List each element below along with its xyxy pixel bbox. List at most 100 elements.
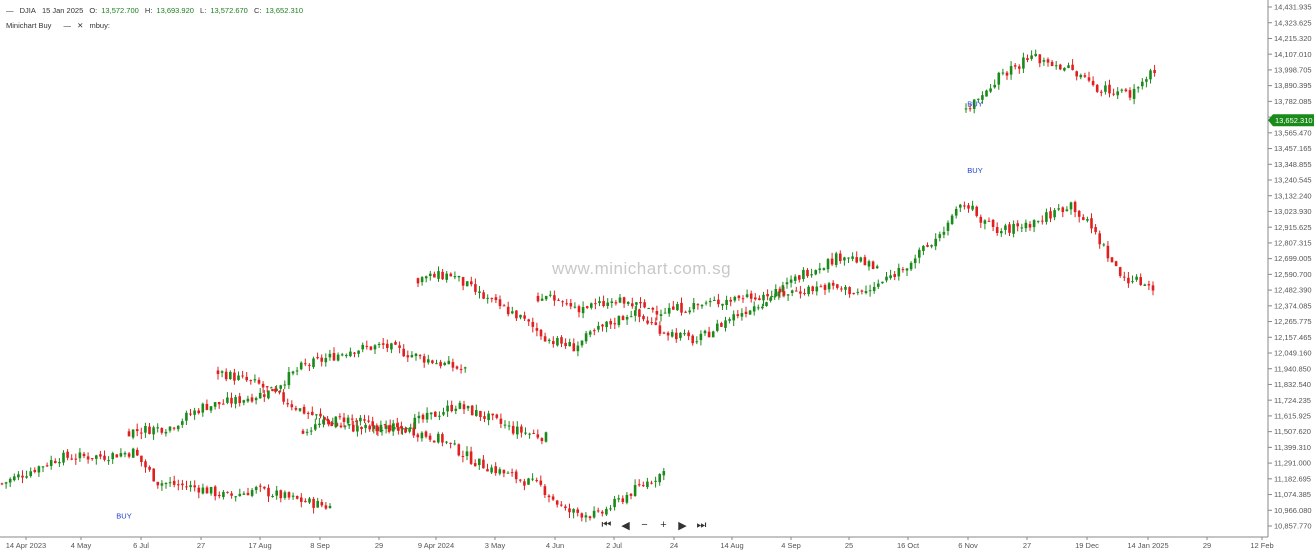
candle-body	[964, 108, 968, 110]
candle-body	[164, 431, 168, 434]
candle-body	[733, 296, 737, 301]
candle-body	[237, 375, 240, 380]
candle-body	[274, 388, 277, 392]
candle-body	[320, 357, 323, 362]
x-tick-label: 16 Oct	[897, 541, 920, 550]
candle-body	[402, 348, 405, 357]
candle-body	[1077, 210, 1081, 217]
candle-body	[588, 331, 592, 335]
candle-body	[127, 453, 131, 457]
candle-body	[605, 508, 608, 515]
candle-body	[877, 283, 880, 287]
candle-body	[254, 487, 258, 491]
buy-signal-label: BUY	[967, 166, 982, 175]
low-value: 13,572.670	[210, 6, 248, 15]
candle-body	[655, 310, 659, 315]
candle-body	[535, 328, 539, 331]
candle-body	[819, 286, 823, 288]
candle-body	[140, 455, 143, 463]
candle-body	[510, 472, 514, 474]
y-tick-label: 14,215.320	[1274, 34, 1312, 43]
prev-icon[interactable]: ◀	[621, 520, 630, 532]
candle-body	[506, 306, 510, 315]
close-icon[interactable]: ✕	[77, 21, 84, 30]
y-tick-label: 11,832.540	[1274, 380, 1311, 389]
candle-body	[610, 301, 614, 303]
candle-body	[885, 276, 888, 281]
candle-body	[447, 360, 451, 365]
candle-body	[314, 424, 317, 430]
x-tick-label: 8 Sep	[310, 541, 330, 550]
candle-body	[930, 245, 933, 247]
candle-body	[761, 306, 764, 309]
y-tick-label: 10,857.770	[1274, 522, 1312, 531]
y-tick-label: 13,240.545	[1274, 176, 1312, 185]
candle-body	[848, 287, 851, 295]
candle-body	[103, 455, 106, 460]
last-icon[interactable]: ⏭	[696, 519, 707, 531]
candle-body	[625, 494, 629, 503]
candle-body	[893, 274, 896, 277]
candle-body	[1053, 210, 1056, 218]
candle-body	[642, 316, 645, 320]
zoom-out-icon[interactable]: −	[641, 519, 648, 531]
candle-body	[985, 90, 988, 97]
first-icon[interactable]: ⏮	[601, 519, 612, 531]
candle-body	[299, 362, 303, 370]
candle-body	[413, 417, 417, 430]
candle-body	[78, 452, 82, 459]
candle-body	[421, 414, 425, 420]
candle-body	[495, 414, 499, 418]
candle-body	[609, 320, 612, 325]
candle-body	[799, 291, 802, 294]
candle-body	[1022, 57, 1025, 69]
x-tick-label: 4 Jun	[546, 541, 564, 550]
candle-body	[1118, 267, 1122, 276]
candle-body	[119, 453, 123, 457]
candle-body	[1042, 60, 1046, 62]
candle-body	[672, 306, 675, 310]
candle-body	[502, 469, 506, 474]
candle-body	[740, 313, 744, 317]
candle-body	[253, 379, 257, 381]
candle-body	[384, 425, 388, 429]
candle-body	[446, 405, 449, 412]
candle-body	[967, 205, 970, 209]
y-tick-label: 12,374.085	[1274, 301, 1312, 310]
candle-body	[233, 372, 236, 381]
candle-body	[875, 266, 879, 269]
next-icon[interactable]: ▶	[678, 520, 687, 532]
indicator-dash-icon[interactable]: —	[63, 21, 72, 30]
candle-body	[373, 345, 377, 350]
x-tick-label: 2 Jul	[606, 541, 622, 550]
candle-body	[716, 323, 719, 331]
candle-body	[361, 344, 364, 350]
candle-body	[408, 427, 411, 432]
candle-body	[25, 476, 28, 478]
candle-body	[379, 424, 383, 433]
candle-body	[762, 294, 765, 301]
candle-body	[778, 288, 782, 293]
candle-body	[981, 95, 984, 100]
candle-body	[442, 412, 445, 415]
candle-body	[123, 452, 127, 455]
candle-body	[283, 492, 287, 498]
candle-body	[245, 376, 248, 381]
candle-body	[576, 509, 579, 513]
candle-body	[596, 510, 600, 512]
candle-body	[922, 245, 925, 251]
candle-body	[45, 465, 49, 467]
candle-body	[457, 444, 461, 456]
candle-body	[1131, 281, 1134, 283]
candle-body	[592, 510, 596, 518]
x-tick-label: 24	[670, 541, 678, 550]
candle-body	[486, 469, 489, 472]
candle-body	[271, 389, 274, 392]
candle-body	[699, 333, 703, 341]
candle-body	[766, 293, 769, 297]
candle-body	[680, 302, 683, 313]
zoom-in-icon[interactable]: +	[660, 519, 667, 531]
candle-body	[164, 482, 168, 484]
candle-body	[156, 481, 160, 486]
